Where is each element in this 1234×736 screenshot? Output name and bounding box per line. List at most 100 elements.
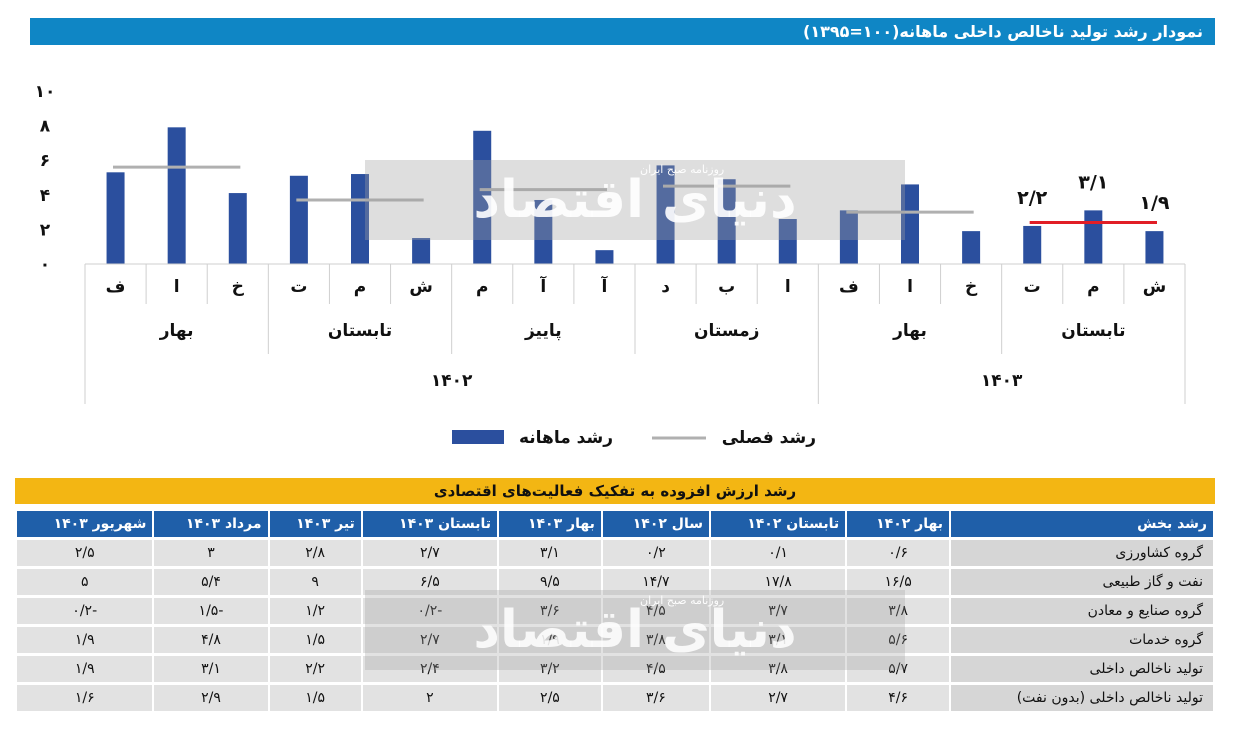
table-cell: ۱/۵ — [269, 627, 361, 653]
table-cell: ۴/۸ — [154, 627, 268, 653]
bar-monthly-growth — [1023, 225, 1042, 264]
table-header-row: رشد بخش بهار ۱۴۰۲ تابستان ۱۴۰۲ سال ۱۴۰۲ بهار… — [17, 511, 1213, 537]
table-cell: ۱۷/۸ — [710, 569, 846, 595]
bar-monthly-growth — [962, 231, 981, 264]
value-table: رشد بخش بهار ۱۴۰۲ تابستان ۱۴۰۲ سال ۱۴۰۲ بهار… — [15, 508, 1215, 714]
x-tick-label: ا — [174, 277, 180, 297]
x-tick-label: د — [661, 277, 670, 297]
table-cell: ۲/۷ — [362, 627, 498, 653]
data-label: ۳/۱ — [1078, 171, 1108, 193]
x-tick-label: ت — [290, 277, 307, 297]
table-header-period: تابستان ۱۴۰۳ — [362, 511, 498, 537]
x-tick-label: ا — [907, 277, 913, 297]
bar-monthly-growth — [473, 130, 492, 264]
table-cell: ۴/۶ — [847, 685, 949, 711]
season-label: زمستان — [694, 321, 759, 341]
bar-monthly-growth — [901, 184, 919, 264]
table-cell: ۳/۶ — [499, 598, 601, 624]
bar-monthly-growth — [351, 174, 369, 264]
table-cell: ۱۴/۷ — [602, 569, 709, 595]
table-cell: ۲/۸ — [269, 540, 361, 566]
table-cell: ۱۶/۵ — [847, 569, 949, 595]
bar-monthly-growth — [289, 175, 308, 264]
table-cell: ۲/۵ — [499, 685, 601, 711]
y-tick-label: ۲ — [40, 220, 51, 240]
table-cell: ۰/۱ — [710, 540, 846, 566]
table-cell: ۳/۶ — [602, 685, 709, 711]
table-cell: -۱/۵ — [154, 598, 268, 624]
table-cell: ۳/۱ — [499, 540, 601, 566]
table-cell: ۱/۲ — [269, 598, 361, 624]
table-cell: ۲/۵ — [17, 540, 153, 566]
table-header-period: بهار ۱۴۰۲ — [847, 511, 949, 537]
table-row: تولید ناخالص داخلی (بدون نفت) ۴/۶ ۲/۷ ۳/۶ ۲/… — [17, 685, 1213, 711]
table-cell: ۲/۹ — [154, 685, 268, 711]
table-cell: ۳/۷ — [710, 598, 846, 624]
bar-monthly-growth — [595, 250, 614, 264]
table-header-period: بهار ۱۴۰۳ — [499, 511, 601, 537]
row-label: تولید ناخالص داخلی — [951, 656, 1213, 682]
table-cell: -۰/۲ — [362, 598, 498, 624]
table-cell: ۴/۵ — [602, 656, 709, 682]
table-cell: ۲/۲ — [269, 656, 361, 682]
table-cell: ۵/۴ — [154, 569, 268, 595]
row-label: گروه کشاورزی — [951, 540, 1213, 566]
bar-monthly-growth — [1084, 210, 1103, 264]
table-cell: ۲/۷ — [710, 685, 846, 711]
table-row: گروه خدمات ۵/۶ ۳/۱ ۳/۸ ۱/۹ ۲/۷ ۱/۵ ۴/۸ ۱/۹ — [17, 627, 1213, 653]
x-tick-label: ب — [718, 277, 735, 297]
table-cell: ۳/۸ — [602, 627, 709, 653]
table-cell: ۱/۶ — [17, 685, 153, 711]
table-cell: ۳ — [154, 540, 268, 566]
table-cell: ۳/۸ — [847, 598, 949, 624]
bar-monthly-growth — [167, 127, 186, 264]
table-cell: ۵ — [17, 569, 153, 595]
row-label: تولید ناخالص داخلی (بدون نفت) — [951, 685, 1213, 711]
table-header-period: تیر ۱۴۰۳ — [269, 511, 361, 537]
y-tick-label: ۴ — [40, 186, 50, 206]
year-label: ۱۴۰۳ — [981, 371, 1023, 391]
table-header-period: تابستان ۱۴۰۲ — [710, 511, 846, 537]
table-cell: ۰/۲ — [602, 540, 709, 566]
x-tick-label: آ — [601, 275, 609, 297]
x-tick-label: خ — [232, 277, 245, 297]
bar-monthly-growth — [1145, 231, 1164, 264]
x-tick-label: خ — [965, 277, 978, 297]
table-cell: ۲/۴ — [362, 656, 498, 682]
data-label: ۱/۹ — [1139, 192, 1170, 214]
season-label: پاییز — [524, 321, 562, 341]
table-cell: ۱/۵ — [269, 685, 361, 711]
bar-monthly-growth — [534, 199, 553, 264]
table-header-period: شهریور ۱۴۰۳ — [17, 511, 153, 537]
bar-monthly-growth — [839, 210, 858, 264]
table-cell: ۲ — [362, 685, 498, 711]
bar-monthly-growth — [412, 238, 431, 264]
table-header-period: سال ۱۴۰۲ — [602, 511, 709, 537]
x-tick-label: م — [354, 277, 366, 297]
x-tick-label: م — [1087, 277, 1099, 297]
table-cell: ۹ — [269, 569, 361, 595]
table-row: گروه صنایع و معادن ۳/۸ ۳/۷ ۴/۵ ۳/۶ -۰/۲ ۱/۲ -۱/… — [17, 598, 1213, 624]
table-row: تولید ناخالص داخلی ۵/۷ ۳/۸ ۴/۵ ۳/۲ ۲/۴ ۲/۲ ۳/۱ ۱… — [17, 656, 1213, 682]
x-tick-label: ف — [839, 277, 859, 297]
x-tick-label: ش — [409, 277, 432, 297]
y-tick-label: ۸ — [40, 117, 51, 137]
x-tick-label: ت — [1024, 277, 1041, 297]
table-cell: ۲/۷ — [362, 540, 498, 566]
season-label: تابستان — [1061, 321, 1125, 341]
table-cell: ۳/۱ — [154, 656, 268, 682]
table-cell: ۳/۱ — [710, 627, 846, 653]
table-header-label: رشد بخش — [951, 511, 1213, 537]
table-row: گروه کشاورزی ۰/۶ ۰/۱ ۰/۲ ۳/۱ ۲/۷ ۲/۸ ۳ ۲/۵ — [17, 540, 1213, 566]
table-header-period: مرداد ۱۴۰۳ — [154, 511, 268, 537]
table-cell: ۴/۵ — [602, 598, 709, 624]
row-label: گروه صنایع و معادن — [951, 598, 1213, 624]
x-tick-label: م — [476, 277, 488, 297]
x-tick-label: ش — [1143, 277, 1166, 297]
table-cell: ۰/۶ — [847, 540, 949, 566]
table-cell: -۰/۲ — [17, 598, 153, 624]
legend-label-seasonal: رشد فصلی — [722, 428, 816, 448]
table-cell: ۶/۵ — [362, 569, 498, 595]
table-cell: ۳/۸ — [710, 656, 846, 682]
chart-area: ۰ ۲ ۴ ۶ ۸ ۱۰ ۲/۲ ۳/۱ ۱/۹ ف ا خ ت م ش م آ آ د ب ا ف ا خ ت م ش بهار تا… — [35, 82, 1186, 448]
